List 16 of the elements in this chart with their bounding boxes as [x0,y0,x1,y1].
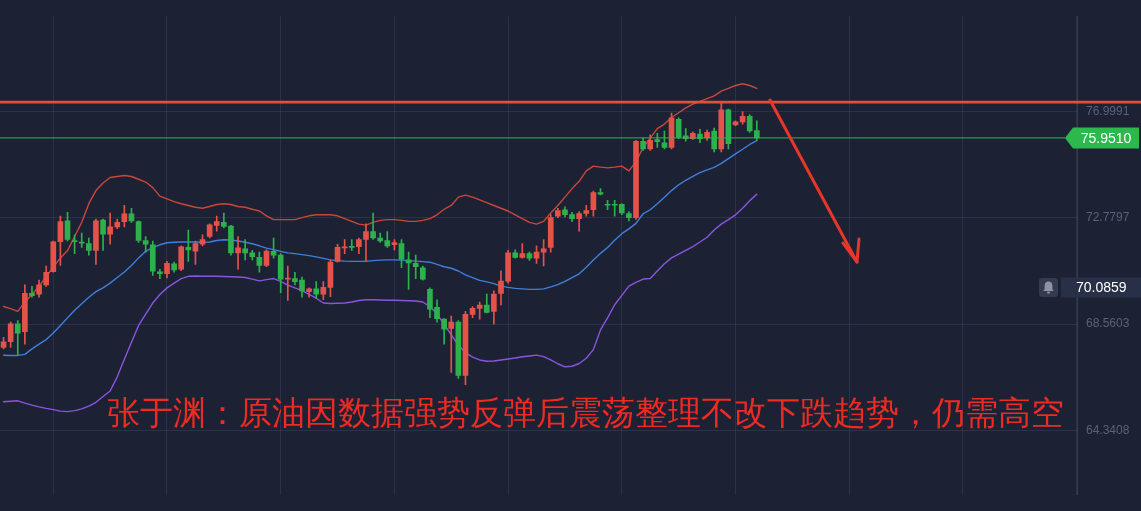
candlestick [107,212,113,245]
y-tick-label: 64.3408 [1086,422,1130,437]
candlestick [348,239,355,251]
candlestick [242,239,248,261]
y-tick-label: 72.7797 [1086,210,1130,225]
candlestick [412,254,419,279]
text: 70.0859 [1076,279,1127,296]
candlestick [14,320,21,356]
candlestick [185,229,192,262]
candlestick [29,286,35,298]
annotation: 张于渊：原油因数据强势反弹后震荡整理不改下跌趋势，仍需高空 [107,393,1064,433]
ref-line-label: 75.9510 [1080,129,1132,146]
candlestick [235,236,241,270]
y-tick-label: 76.9991 [1086,103,1130,118]
candlestick [448,315,455,373]
y-tick-label: 68.5603 [1086,316,1130,331]
